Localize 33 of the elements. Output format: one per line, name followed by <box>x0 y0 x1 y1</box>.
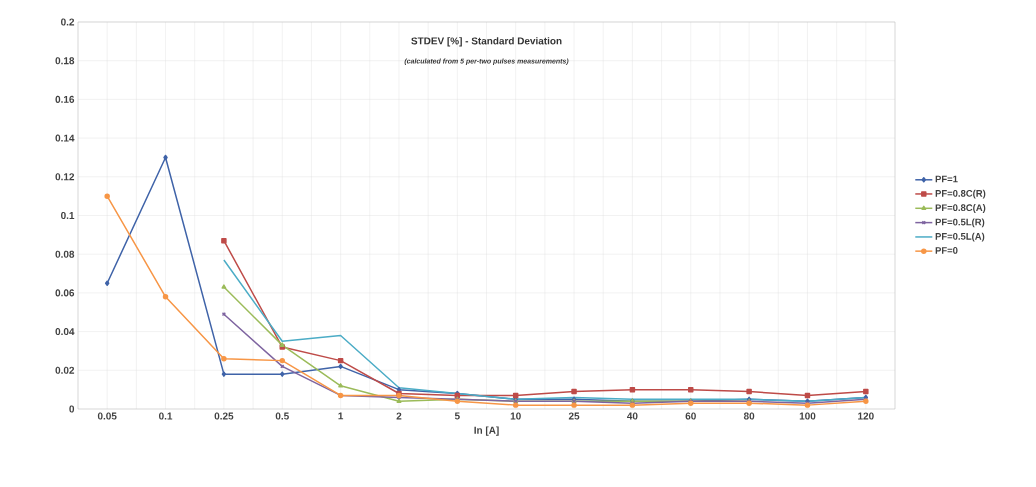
y-tick-label: 0.18 <box>55 57 75 65</box>
x-axis-title: In [A] <box>474 426 499 436</box>
y-tick-label: 0.1 <box>61 211 75 220</box>
x-tick-label: 25 <box>568 412 580 420</box>
y-tick-label: 0.02 <box>55 366 75 374</box>
y-tick-label: 0.04 <box>55 328 75 336</box>
y-tick-label: 0.2 <box>61 18 75 26</box>
x-tick-label: 80 <box>743 412 755 420</box>
legend-label: PF=0.8C(R) <box>935 189 986 199</box>
y-tick-label: 0 <box>69 405 75 413</box>
legend-label: PF=0.5L(R) <box>935 218 985 228</box>
legend-label: PF=1 <box>935 175 958 183</box>
x-tick-label: 2 <box>396 412 402 420</box>
y-tick-label: 0.08 <box>55 250 75 258</box>
x-tick-label: 0.1 <box>159 412 173 420</box>
legend-label: PF=0.5L(A) <box>935 232 985 242</box>
y-tick-label: 0.12 <box>55 173 75 181</box>
x-tick-label: 40 <box>627 412 638 420</box>
x-tick-label: 0.5 <box>275 412 289 420</box>
x-tick-label: 120 <box>858 412 874 420</box>
x-tick-label: 1 <box>338 412 344 420</box>
legend-label: PF=0 <box>935 247 958 254</box>
y-tick-label: 0.06 <box>55 289 75 297</box>
x-tick-label: 60 <box>685 412 696 420</box>
text: STDEV [%] - Standard Deviation <box>411 37 562 47</box>
x-tick-label: 10 <box>510 412 521 420</box>
y-tick-label: 0.16 <box>55 95 75 103</box>
y-tick-label: 0.14 <box>55 134 75 142</box>
x-tick-label: 0.05 <box>97 412 117 420</box>
legend-label: PF=0.8C(A) <box>935 204 986 213</box>
x-tick-label: 0.25 <box>214 412 234 420</box>
x-tick-label: 100 <box>799 412 816 420</box>
x-tick-label: 5 <box>454 412 460 420</box>
